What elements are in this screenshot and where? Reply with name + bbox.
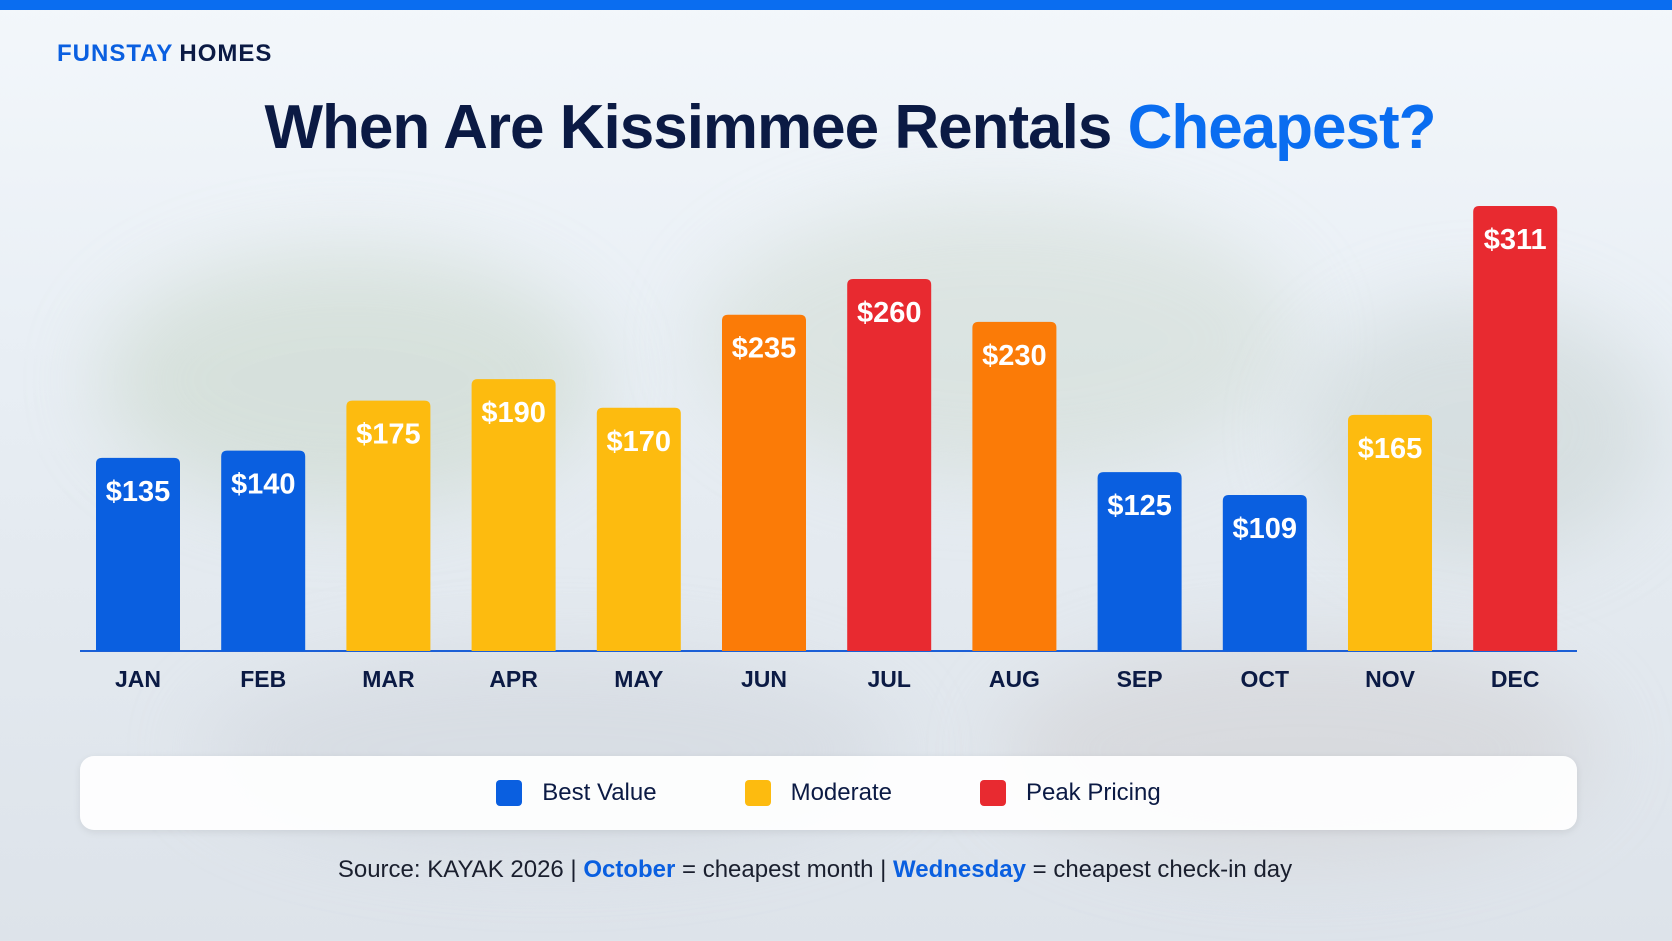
bar-value-label: $311: [1484, 224, 1547, 256]
legend-swatch: [496, 780, 523, 806]
x-tick-label: MAY: [614, 666, 663, 692]
page-title: When Are Kissimmee Rentals Cheapest?: [0, 92, 1672, 163]
x-tick-label: AUG: [989, 666, 1040, 692]
bar-apr: [471, 379, 556, 651]
bar-nov: [1348, 414, 1432, 651]
source-highlight-october: October: [583, 856, 676, 883]
x-tick-label: FEB: [240, 666, 286, 692]
bar-oct: [1222, 495, 1307, 651]
x-tick-label: DEC: [1491, 666, 1540, 692]
legend-item-peak-pricing: Peak Pricing: [979, 779, 1161, 807]
x-tick-label: JUL: [867, 666, 910, 692]
legend-label: Best Value: [542, 779, 657, 806]
top-accent-bar: [0, 0, 1672, 10]
bar-value-label: $235: [732, 333, 797, 365]
bar-sep: [1097, 472, 1182, 651]
legend-item-best-value: Best Value: [496, 779, 657, 807]
brand-name-part2: HOMES: [179, 40, 273, 67]
x-tick-label: NOV: [1365, 666, 1416, 692]
x-tick-label: SEP: [1117, 666, 1163, 692]
bar-value-label: $230: [982, 340, 1047, 372]
bar-jul: [847, 278, 932, 651]
title-main: When Are Kissimmee Rentals: [264, 93, 1112, 162]
title-accent: Cheapest?: [1127, 93, 1437, 162]
source-highlight-wednesday: Wednesday: [893, 856, 1026, 883]
legend-swatch: [744, 780, 771, 806]
bar-value-label: $190: [481, 397, 546, 429]
bar-feb: [221, 450, 306, 651]
bar-value-label: $135: [106, 476, 171, 508]
source-note: Source: KAYAK 2026 | October = cheapest …: [0, 856, 1630, 884]
x-tick-label: MAR: [362, 666, 415, 692]
legend-swatch: [979, 780, 1006, 806]
bar-jan: [96, 457, 180, 651]
brand-name-part1: FUNSTAY: [57, 40, 174, 67]
bar-value-label: $109: [1233, 513, 1298, 545]
x-tick-label: JUN: [741, 666, 787, 692]
bar-chart: $135 JAN $140 FEB $175 MAR $190 APR $170 MAY $235 J…: [80, 206, 1577, 692]
bar-aug: [972, 321, 1057, 651]
x-tick-label: OCT: [1241, 666, 1290, 692]
bar-mar: [346, 400, 431, 651]
legend-item-moderate: Moderate: [744, 779, 892, 807]
bar-value-label: $125: [1107, 490, 1172, 522]
bar-may: [596, 407, 681, 651]
x-tick-label: APR: [489, 666, 538, 692]
bar-dec: [1473, 206, 1558, 651]
bar-value-label: $175: [356, 419, 421, 451]
x-tick-label: JAN: [115, 666, 161, 692]
legend-label: Peak Pricing: [1025, 779, 1161, 806]
bar-value-label: $140: [231, 469, 296, 501]
bar-value-label: $170: [607, 426, 672, 458]
legend: Best Value Moderate Peak Pricing: [80, 756, 1577, 830]
bar-jun: [722, 314, 806, 651]
source-suffix: = cheapest check-in day: [1025, 856, 1293, 883]
legend-label: Moderate: [790, 779, 892, 806]
bar-value-label: $165: [1358, 433, 1423, 465]
brand-logo: FUNSTAY HOMES: [57, 40, 272, 68]
bar-value-label: $260: [857, 297, 922, 329]
source-prefix: Source: KAYAK 2026 |: [337, 856, 584, 883]
source-mid: = cheapest month |: [675, 856, 894, 883]
